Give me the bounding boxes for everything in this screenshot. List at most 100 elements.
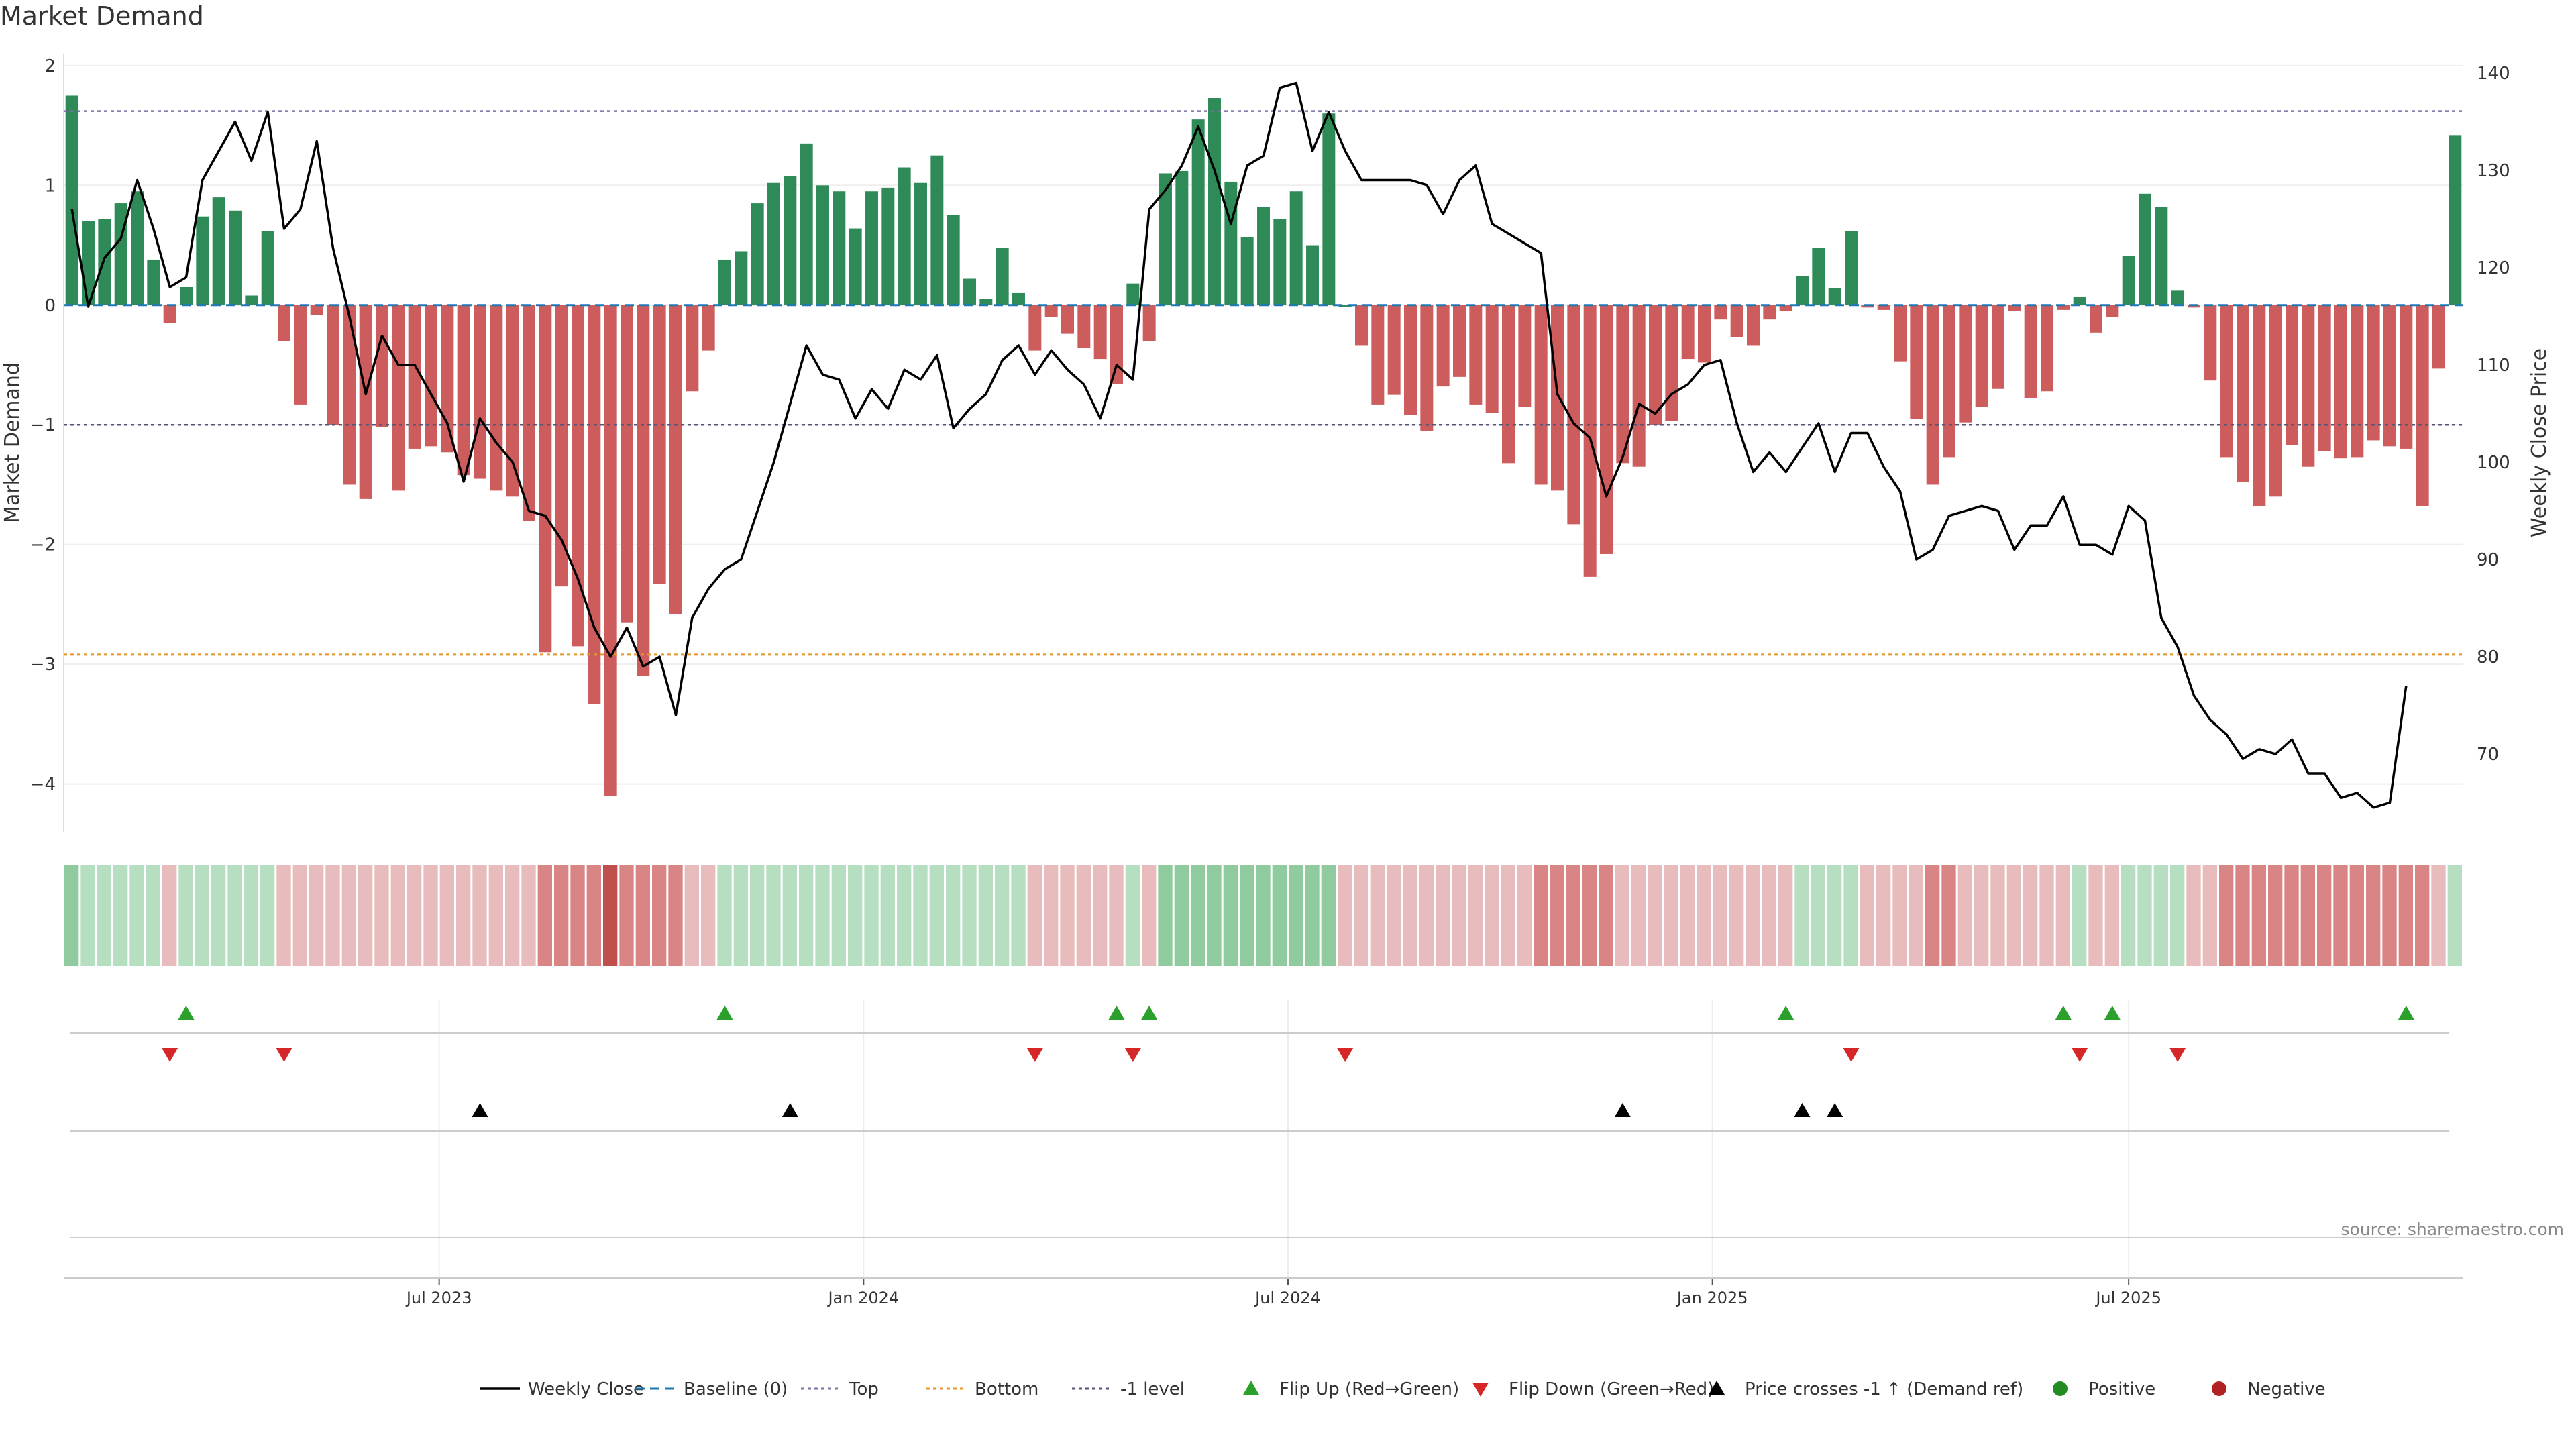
demand-bar	[1910, 305, 1923, 419]
demand-bar	[637, 305, 650, 676]
demand-bar	[914, 182, 927, 305]
x-tick-label: Jul 2024	[1254, 1289, 1321, 1307]
demand-bar	[1992, 305, 2004, 389]
flip-down-marker	[1124, 1048, 1141, 1062]
heat-cell	[2121, 865, 2136, 966]
demand-bar	[343, 305, 356, 485]
heat-cell	[162, 865, 177, 966]
demand-bar	[555, 305, 568, 587]
demand-bar	[2400, 305, 2413, 449]
heat-cell	[2398, 865, 2413, 966]
heat-cell	[2023, 865, 2038, 966]
demand-bar	[2269, 305, 2282, 497]
demand-bar	[849, 228, 862, 305]
heat-cell	[1044, 865, 1059, 966]
flip-up-marker	[1778, 1006, 1794, 1020]
demand-bar	[1714, 305, 1727, 320]
demand-bar	[621, 305, 633, 623]
demand-bar	[1747, 305, 1760, 346]
heat-cell	[1093, 865, 1108, 966]
demand-bar	[1387, 305, 1401, 395]
heat-cell	[668, 865, 683, 966]
demand-bar	[2237, 305, 2249, 482]
demand-bar	[2416, 305, 2429, 506]
demand-bar	[963, 278, 976, 305]
heat-cell	[488, 865, 503, 966]
heat-cell	[1550, 865, 1564, 966]
heat-cell	[2072, 865, 2087, 966]
demand-bar	[2432, 305, 2445, 369]
demand-bar	[1681, 305, 1695, 360]
heat-cell	[978, 865, 993, 966]
heat-cell	[1909, 865, 1923, 966]
y-tick-label: 2	[44, 56, 56, 76]
heat-cell	[2153, 865, 2168, 966]
flip-up-marker	[178, 1006, 195, 1020]
heat-cell	[1011, 865, 1026, 966]
demand-bar	[1730, 305, 1743, 337]
heat-cell	[2186, 865, 2201, 966]
heat-cell	[292, 865, 307, 966]
demand-bar	[261, 231, 274, 305]
demand-bar	[327, 305, 339, 425]
demand-bar	[1240, 237, 1254, 305]
demand-bar	[1649, 305, 1662, 425]
demand-bar	[1355, 305, 1368, 346]
demand-bar	[2106, 305, 2119, 317]
legend-label: Baseline (0)	[684, 1379, 788, 1399]
heat-cell	[815, 865, 830, 966]
heat-cell	[1811, 865, 1825, 966]
heat-cell	[929, 865, 944, 966]
demand-bar	[751, 203, 764, 305]
heat-cell	[1517, 865, 1532, 966]
heat-cell	[684, 865, 699, 966]
heat-cell	[1321, 865, 1336, 966]
heat-cell	[1142, 865, 1157, 966]
demand-bar	[1322, 113, 1336, 305]
demand-bar	[1861, 305, 1874, 308]
heat-cell	[2104, 865, 2119, 966]
demand-bar	[800, 143, 813, 305]
demand-bar	[1551, 305, 1564, 491]
flip-down-marker	[1026, 1048, 1043, 1062]
demand-bar	[65, 95, 78, 305]
heat-cell	[766, 865, 781, 966]
heat-cell	[2170, 865, 2185, 966]
heat-cell	[2055, 865, 2070, 966]
demand-bar	[2220, 305, 2233, 458]
heat-cell	[1582, 865, 1597, 966]
demand-bar	[1665, 305, 1678, 421]
demand-bar	[718, 259, 731, 305]
demand-bar	[1224, 181, 1238, 305]
heat-cell	[995, 865, 1010, 966]
heat-cell	[1566, 865, 1580, 966]
demand-bar	[653, 305, 666, 584]
heat-cell	[1191, 865, 1205, 966]
heat-cell	[2300, 865, 2315, 966]
heat-cell	[80, 865, 95, 966]
demand-bar	[1436, 305, 1450, 387]
y2-tick-label: 110	[2477, 356, 2510, 376]
heat-cell	[64, 865, 79, 966]
y-tick-label: −1	[30, 415, 56, 435]
heat-cell	[1941, 865, 1956, 966]
heat-cell	[260, 865, 275, 966]
demand-bar	[2041, 305, 2053, 392]
weekly-close-line	[70, 81, 2408, 809]
flip-down-marker	[276, 1048, 292, 1062]
heat-cell	[276, 865, 291, 966]
demand-bar	[1257, 207, 1270, 305]
flip-down-marker	[1337, 1048, 1354, 1062]
heat-cell	[1794, 865, 1809, 966]
demand-bar	[212, 197, 225, 305]
heat-cell	[537, 865, 552, 966]
y-tick-label: −3	[30, 655, 56, 675]
heat-cell	[521, 865, 536, 966]
heat-cell	[1664, 865, 1678, 966]
y2-tick-label: 120	[2477, 258, 2510, 278]
heat-cell	[1174, 865, 1189, 966]
demand-bar	[1453, 305, 1466, 377]
legend-label: Positive	[2088, 1379, 2155, 1399]
demand-bar	[1926, 305, 1939, 485]
